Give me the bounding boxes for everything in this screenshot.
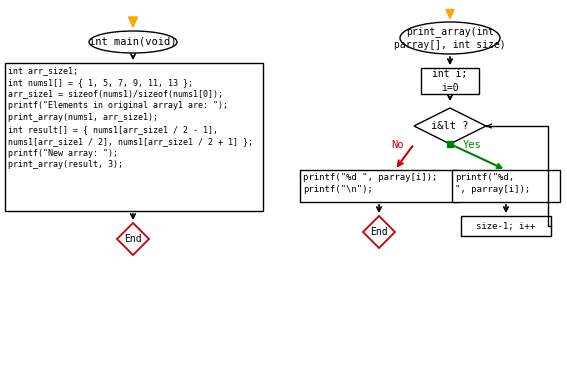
Text: printf("%d ", parray[i]);
printf("\n");: printf("%d ", parray[i]); printf("\n"); [303, 173, 437, 194]
Text: int main(void): int main(void) [89, 37, 177, 47]
Text: printf("%d,
", parray[i]);: printf("%d, ", parray[i]); [455, 173, 530, 194]
Polygon shape [129, 17, 138, 27]
Bar [452, 170, 560, 202]
Bar [5, 63, 263, 211]
Polygon shape [117, 223, 149, 255]
Text: size-1; i++: size-1; i++ [476, 222, 536, 230]
Text: i&lt ?: i&lt ? [431, 121, 469, 131]
Text: No: No [392, 140, 404, 150]
Ellipse shape [89, 31, 177, 53]
Bar [421, 68, 479, 94]
Bar [300, 170, 458, 202]
Bar [461, 216, 551, 236]
Text: int i;
i=0: int i; i=0 [433, 69, 468, 93]
Text: End: End [124, 234, 142, 244]
Polygon shape [363, 216, 395, 248]
Polygon shape [414, 108, 486, 144]
Text: End: End [370, 227, 388, 237]
Text: int arr_size1;
int nums1[] = { 1, 5, 7, 9, 11, 13 };
arr_size1 = sizeof(nums1)/s: int arr_size1; int nums1[] = { 1, 5, 7, … [8, 66, 253, 169]
Text: Yes: Yes [463, 140, 481, 150]
Polygon shape [446, 9, 454, 18]
Ellipse shape [400, 22, 500, 54]
Text: print_array(int
parray[], int size): print_array(int parray[], int size) [394, 26, 506, 50]
